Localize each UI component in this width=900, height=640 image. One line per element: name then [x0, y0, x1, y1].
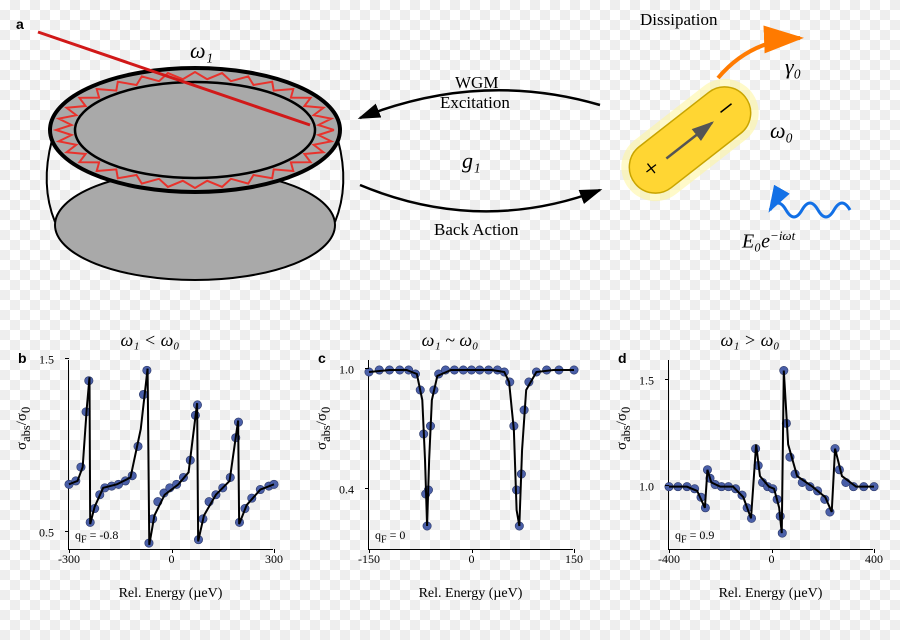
xtick: 300 [265, 552, 283, 567]
panel-b-label: b [18, 350, 27, 366]
xtick: -150 [358, 552, 380, 567]
ylabel: σabs/σ0 [314, 407, 334, 450]
ylabel: σabs/σ0 [614, 407, 634, 450]
xtick: 0 [169, 552, 175, 567]
xtick: 0 [469, 552, 475, 567]
ytick: 1.0 [639, 479, 654, 494]
e0-label: E₀e−iωt [742, 228, 795, 254]
xlabel: Rel. Energy (µeV) [368, 586, 573, 602]
qf-label: qF = -0.8 [75, 528, 118, 545]
plot-area: -30003000.51.5qF = -0.8 [68, 360, 273, 550]
g1-label: g₁ [462, 148, 481, 174]
sphere-left-edge [47, 140, 55, 222]
chart-title: ω₁ > ω₀ [610, 330, 890, 358]
xtick: 0 [769, 552, 775, 567]
gamma0-label: γ₀ [785, 54, 801, 80]
omega1-label: ω₁ [190, 38, 213, 64]
excitation-label: Excitation [440, 93, 510, 113]
plot-area: -40004001.01.5qF = 0.9 [668, 360, 873, 550]
ytick: 0.4 [339, 483, 354, 498]
omega0-label: ω₀ [770, 118, 793, 144]
sphere-right-edge [335, 140, 343, 222]
xtick: 150 [565, 552, 583, 567]
schematic-svg: + − [10, 10, 890, 320]
charts-row: bω₁ < ω₀-30003000.51.5qF = -0.8σabs/σ0Re… [0, 330, 900, 620]
plot-area: -15001500.41.0qF = 0 [368, 360, 573, 550]
dissipation-label: Dissipation [640, 10, 717, 30]
driving-field-wave [770, 203, 850, 217]
xlabel: Rel. Energy (µeV) [68, 586, 273, 602]
chart-title: ω₁ ~ ω₀ [310, 330, 590, 358]
ytick: 1.5 [39, 353, 54, 368]
ylabel: σabs/σ0 [14, 407, 34, 450]
xlabel: Rel. Energy (µeV) [668, 586, 873, 602]
xtick: -300 [58, 552, 80, 567]
panel-d-label: d [618, 350, 627, 366]
qf-label: qF = 0.9 [675, 528, 714, 545]
qf-label: qF = 0 [375, 528, 405, 545]
xtick: 400 [865, 552, 883, 567]
ytick: 1.5 [639, 374, 654, 389]
ytick: 1.0 [339, 363, 354, 378]
wgm-label: WGM [455, 73, 498, 93]
back-action-label: Back Action [434, 220, 519, 240]
panel-c-label: c [318, 350, 326, 366]
panel-a: a [10, 10, 890, 320]
xtick: -400 [658, 552, 680, 567]
chart-d: dω₁ > ω₀-40004001.01.5qF = 0.9σabs/σ0Rel… [610, 330, 890, 610]
chart-b: bω₁ < ω₀-30003000.51.5qF = -0.8σabs/σ0Re… [10, 330, 290, 610]
panel-a-label: a [16, 16, 24, 32]
ytick: 0.5 [39, 525, 54, 540]
nanorod: + − [608, 65, 773, 215]
arrow-back-action [360, 185, 600, 211]
chart-c: cω₁ ~ ω₀-15001500.41.0qF = 0σabs/σ0Rel. … [310, 330, 590, 610]
